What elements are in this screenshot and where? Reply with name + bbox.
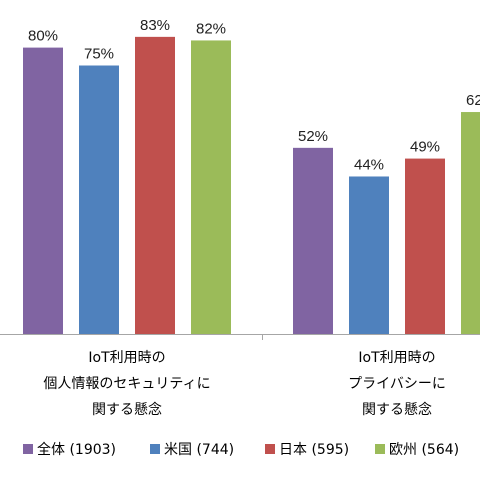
category-label-1-line-1: IoT利用時の <box>88 350 165 366</box>
category-labels-layer: IoT利用時の個人情報のセキュリティに関する懸念IoT利用時のプライバシーに関す… <box>43 350 445 418</box>
category-label-1-line-2: 個人情報のセキュリティに <box>43 376 210 392</box>
legend-swatch-3 <box>265 444 275 454</box>
data-label-2-1: 52% <box>298 128 328 145</box>
bar-2-2 <box>349 176 389 334</box>
legend: 全体 (1903) 米国 (744) 日本 (595) 欧州 (564) <box>23 441 459 458</box>
category-label-1-line-3: 関する懸念 <box>92 401 162 418</box>
category-label-2-line-2: プライバシーに <box>348 376 446 392</box>
legend-label-3: 日本 (595) <box>279 442 349 458</box>
data-label-2-2: 44% <box>354 156 384 173</box>
data-label-1-3: 83% <box>140 17 170 34</box>
legend-swatch-4 <box>375 444 385 454</box>
data-label-1-2: 75% <box>84 46 114 63</box>
bar-2-1 <box>293 147 333 334</box>
category-label-2-line-3: 関する懸念 <box>362 401 432 418</box>
bars-layer <box>23 36 480 335</box>
bar-1-1 <box>23 47 63 334</box>
data-label-1-1: 80% <box>28 28 58 45</box>
bar-2-3 <box>405 158 445 334</box>
bar-1-2 <box>79 65 119 334</box>
bar-1-4 <box>191 40 231 334</box>
legend-label-1: 全体 (1903) <box>37 441 116 458</box>
bar-2-4 <box>461 112 480 334</box>
value-labels-layer: 80% 75% 83% 82% 52% 44% 49% 62% <box>28 17 480 174</box>
data-label-2-3: 49% <box>410 139 440 156</box>
category-label-2-line-1: IoT利用時の <box>358 350 435 366</box>
legend-swatch-2 <box>150 444 160 454</box>
data-label-2-4: 62% <box>466 92 480 109</box>
data-label-1-4: 82% <box>196 20 226 37</box>
legend-label-2: 米国 (744) <box>164 442 234 458</box>
legend-label-4: 欧州 (564) <box>389 442 459 458</box>
bar-1-3 <box>135 36 175 335</box>
legend-swatch-1 <box>23 444 33 454</box>
